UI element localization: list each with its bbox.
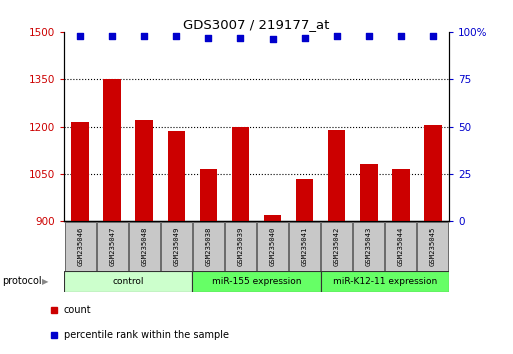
Text: protocol: protocol (3, 276, 42, 286)
Bar (360, 164, 378, 221)
Text: GSM235043: GSM235043 (366, 227, 372, 266)
Bar (225, 222, 256, 271)
Bar (232, 127, 249, 221)
Text: GSM235042: GSM235042 (333, 227, 340, 266)
Text: ▶: ▶ (42, 277, 49, 286)
Bar (64, 271, 192, 292)
Text: GSM235039: GSM235039 (238, 227, 244, 266)
Bar (161, 222, 192, 271)
Text: GSM235040: GSM235040 (269, 227, 275, 266)
Bar (328, 130, 345, 221)
Point (236, 35, 245, 40)
Bar (192, 271, 321, 292)
Text: percentile rank within the sample: percentile rank within the sample (64, 330, 229, 340)
Text: GSM235038: GSM235038 (205, 227, 211, 266)
Text: miR-155 expression: miR-155 expression (212, 277, 301, 286)
Bar (321, 271, 449, 292)
Bar (289, 222, 320, 271)
Text: GSM235046: GSM235046 (77, 227, 83, 266)
Bar (353, 222, 384, 271)
Bar (129, 222, 160, 271)
Bar (97, 222, 128, 271)
Bar (418, 222, 448, 271)
Point (140, 33, 148, 39)
Text: GSM235045: GSM235045 (430, 227, 436, 266)
Bar (135, 120, 153, 221)
Text: count: count (64, 305, 91, 315)
Text: GSM235048: GSM235048 (141, 227, 147, 266)
Point (268, 36, 277, 42)
Text: GSM235041: GSM235041 (302, 227, 308, 266)
Bar (424, 125, 442, 221)
Bar (104, 79, 121, 221)
Bar (65, 222, 95, 271)
Point (429, 33, 437, 39)
Bar (296, 179, 313, 221)
Point (365, 33, 373, 39)
Point (172, 33, 181, 39)
Point (108, 33, 116, 39)
Point (204, 35, 212, 40)
Point (301, 35, 309, 40)
Point (332, 33, 341, 39)
Text: control: control (112, 277, 144, 286)
Point (76, 33, 84, 39)
Bar (257, 222, 288, 271)
Bar (385, 222, 416, 271)
Point (397, 33, 405, 39)
Bar (168, 131, 185, 221)
Bar (71, 122, 89, 221)
Text: GSM235049: GSM235049 (173, 227, 180, 266)
Title: GDS3007 / 219177_at: GDS3007 / 219177_at (183, 18, 330, 31)
Bar (321, 222, 352, 271)
Text: miR-K12-11 expression: miR-K12-11 expression (332, 277, 437, 286)
Bar (264, 215, 281, 221)
Bar (200, 169, 217, 221)
Text: GSM235044: GSM235044 (398, 227, 404, 266)
Bar (193, 222, 224, 271)
Text: GSM235047: GSM235047 (109, 227, 115, 266)
Bar (392, 169, 409, 221)
